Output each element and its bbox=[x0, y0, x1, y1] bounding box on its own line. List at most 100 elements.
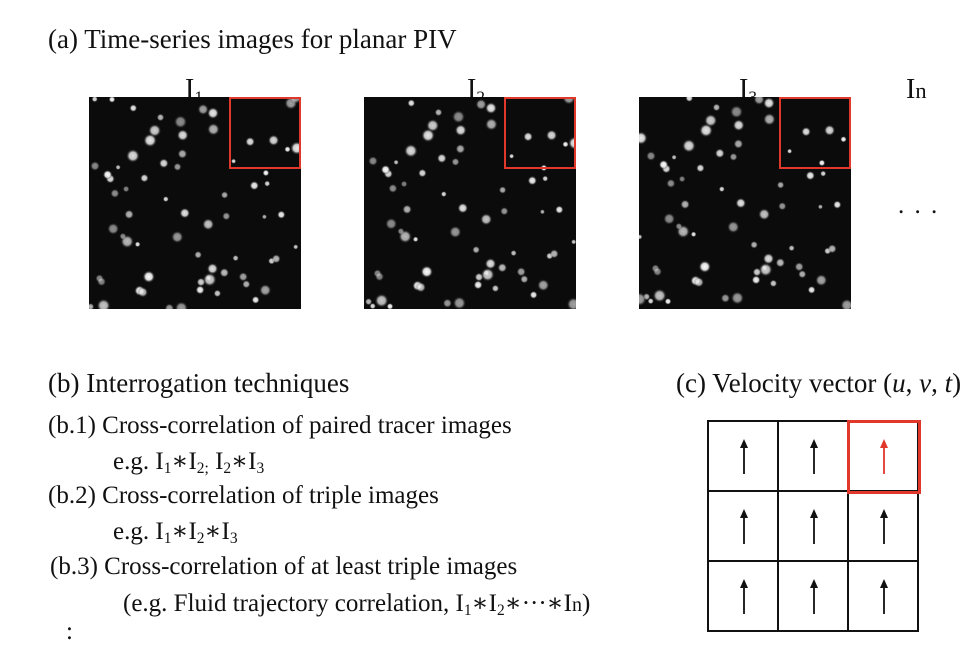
frame-label-1: I1 bbox=[185, 74, 203, 106]
tracer-image-3 bbox=[639, 97, 851, 309]
highlighted-grid-cell bbox=[847, 420, 921, 494]
tracer-particle bbox=[195, 285, 205, 295]
tracer-particle bbox=[421, 128, 435, 143]
tracer-particle bbox=[712, 103, 721, 112]
tracer-particle bbox=[658, 159, 669, 170]
tracer-particle bbox=[164, 303, 175, 309]
tracer-particle bbox=[699, 123, 713, 138]
tracer-particle bbox=[840, 298, 851, 309]
tracer-particle bbox=[566, 297, 576, 309]
tracer-particle bbox=[232, 254, 239, 262]
tracer-particle bbox=[91, 97, 98, 103]
tracer-particle bbox=[509, 153, 515, 159]
tracer-particle bbox=[368, 156, 378, 166]
tracer-particle bbox=[290, 141, 301, 155]
tracer-particle bbox=[196, 277, 206, 287]
velocity-arrow-icon bbox=[810, 439, 818, 474]
tracer-particle bbox=[484, 258, 497, 270]
tracer-particle bbox=[156, 113, 165, 122]
tracer-particle bbox=[787, 148, 793, 154]
tracer-particle bbox=[393, 159, 399, 165]
tracer-particle bbox=[231, 158, 237, 164]
tracer-particle bbox=[271, 254, 281, 264]
tracer-particle bbox=[473, 280, 483, 290]
velocity-arrow-icon bbox=[810, 509, 818, 544]
tracer-particle bbox=[176, 129, 189, 142]
grid-cell bbox=[779, 422, 849, 492]
tracer-particle bbox=[207, 123, 220, 136]
tracer-particle bbox=[714, 148, 725, 159]
tracer-particle bbox=[820, 170, 827, 177]
tracer-particle bbox=[102, 169, 113, 180]
tracer-image-2 bbox=[364, 97, 576, 309]
tracer-particle bbox=[261, 214, 267, 220]
tracer-particle bbox=[90, 161, 100, 171]
section-b-heading: (b) Interrogation techniques bbox=[48, 368, 350, 398]
grid-cell bbox=[709, 492, 779, 562]
tracer-particle bbox=[206, 263, 219, 275]
tracer-particle bbox=[732, 119, 745, 132]
tracer-particle bbox=[451, 110, 466, 124]
more-techniques-dots: : bbox=[66, 618, 73, 645]
tracer-particle bbox=[213, 289, 222, 298]
tracer-particle bbox=[498, 186, 507, 194]
tracer-particle bbox=[219, 267, 230, 278]
velocity-arrow-icon bbox=[740, 509, 748, 544]
tracer-particle bbox=[542, 175, 549, 182]
tracer-particle bbox=[840, 136, 847, 143]
tracer-particle bbox=[268, 134, 280, 146]
technique-b2: (b.2) Cross-correlation of triple images bbox=[48, 482, 439, 509]
tracer-particle bbox=[451, 157, 460, 166]
tracer-particle bbox=[220, 191, 229, 199]
tracer-particle bbox=[818, 159, 826, 167]
tracer-particle bbox=[539, 209, 545, 215]
tracer-particle bbox=[788, 244, 795, 252]
tracer-particle bbox=[639, 131, 648, 145]
tracer-particle bbox=[388, 183, 398, 193]
tracer-particle bbox=[485, 102, 497, 114]
tracer-particle bbox=[664, 298, 672, 305]
tracer-particle bbox=[259, 284, 272, 297]
tracer-particle bbox=[801, 126, 811, 137]
tracer-particle bbox=[647, 297, 654, 305]
grid-cell bbox=[849, 492, 919, 562]
tracer-particle bbox=[174, 301, 188, 309]
tracer-particle bbox=[440, 191, 447, 198]
tracer-particle bbox=[415, 282, 426, 293]
tracer-particle bbox=[491, 284, 500, 293]
tracer-particle bbox=[500, 207, 509, 216]
tracer-particle bbox=[124, 209, 134, 220]
tracer-particle bbox=[140, 173, 149, 183]
tracer-particle bbox=[449, 225, 462, 239]
section-c-heading: (c) Velocity vector (u, v, t) bbox=[676, 368, 960, 398]
tracer-particle bbox=[758, 262, 773, 277]
grid-cell bbox=[779, 492, 849, 562]
tracer-particle bbox=[134, 241, 141, 248]
velocity-arrow-icon bbox=[740, 579, 748, 614]
tracer-particle bbox=[751, 275, 761, 285]
tracer-particle bbox=[293, 244, 299, 250]
tracer-particle bbox=[142, 270, 155, 283]
tracer-particle bbox=[238, 272, 248, 282]
tracer-particle bbox=[663, 212, 676, 225]
tracer-particle bbox=[733, 139, 744, 149]
tracer-particle bbox=[758, 208, 771, 221]
tracer-particle bbox=[474, 272, 484, 282]
tracer-particle bbox=[546, 129, 558, 141]
tracer-particle bbox=[110, 188, 120, 198]
tracer-particle bbox=[119, 232, 127, 240]
tracer-particle bbox=[778, 202, 787, 211]
tracer-particle bbox=[129, 104, 138, 112]
interrogation-window-2 bbox=[504, 97, 576, 169]
tracer-particle bbox=[730, 291, 744, 305]
tracer-particle bbox=[380, 164, 391, 175]
tracer-particle bbox=[249, 180, 259, 191]
tracer-particle bbox=[202, 218, 215, 231]
tracer-particle bbox=[652, 267, 663, 277]
tracer-particle bbox=[374, 272, 385, 282]
tracer-particle bbox=[194, 250, 202, 259]
tracer-particle bbox=[827, 244, 837, 254]
tracer-particle bbox=[675, 222, 683, 230]
tracer-particle bbox=[284, 146, 291, 153]
technique-b2-example: e.g. I1∗I2∗I3 bbox=[113, 518, 238, 547]
